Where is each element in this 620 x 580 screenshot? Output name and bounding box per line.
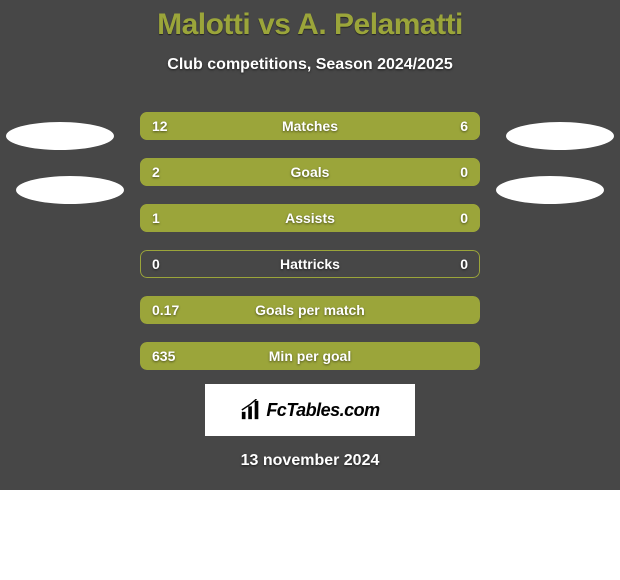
stat-row-assists: 1 Assists 0	[140, 204, 480, 232]
stat-value-right: 6	[460, 118, 468, 134]
stat-value-right: 0	[460, 164, 468, 180]
stat-label: Assists	[285, 210, 335, 226]
chart-icon	[240, 399, 262, 421]
comparison-card: Malotti vs A. Pelamatti Club competition…	[0, 0, 620, 490]
logo-text: FcTables.com	[266, 400, 379, 421]
stat-label: Goals	[291, 164, 330, 180]
subtitle: Club competitions, Season 2024/2025	[0, 56, 620, 74]
stat-value-right: 0	[460, 210, 468, 226]
stat-row-min-per-goal: 635 Min per goal	[140, 342, 480, 370]
logo-box: FcTables.com	[205, 384, 415, 436]
stat-value-left: 635	[152, 348, 175, 364]
player-badge-right-2	[496, 176, 604, 204]
stat-row-goals: 2 Goals 0	[140, 158, 480, 186]
player-badge-right-1	[506, 122, 614, 150]
stat-value-left: 0	[152, 256, 160, 272]
stats-list: 12 Matches 6 2 Goals 0 1 Assists 0 0 Hat…	[140, 112, 480, 370]
stat-row-matches: 12 Matches 6	[140, 112, 480, 140]
stat-value-right: 0	[460, 256, 468, 272]
title: Malotti vs A. Pelamatti	[0, 8, 620, 42]
player-badge-left-1	[6, 122, 114, 150]
bar-left	[140, 158, 400, 186]
stat-row-hattricks: 0 Hattricks 0	[140, 250, 480, 278]
date-text: 13 november 2024	[0, 452, 620, 470]
stat-label: Goals per match	[255, 302, 365, 318]
stat-label: Hattricks	[280, 256, 340, 272]
stat-label: Matches	[282, 118, 338, 134]
bar-left	[140, 204, 400, 232]
stat-value-left: 0.17	[152, 302, 179, 318]
stat-value-left: 1	[152, 210, 160, 226]
player-badge-left-2	[16, 176, 124, 204]
stat-row-goals-per-match: 0.17 Goals per match	[140, 296, 480, 324]
stat-value-left: 2	[152, 164, 160, 180]
stat-value-left: 12	[152, 118, 168, 134]
stat-label: Min per goal	[269, 348, 351, 364]
